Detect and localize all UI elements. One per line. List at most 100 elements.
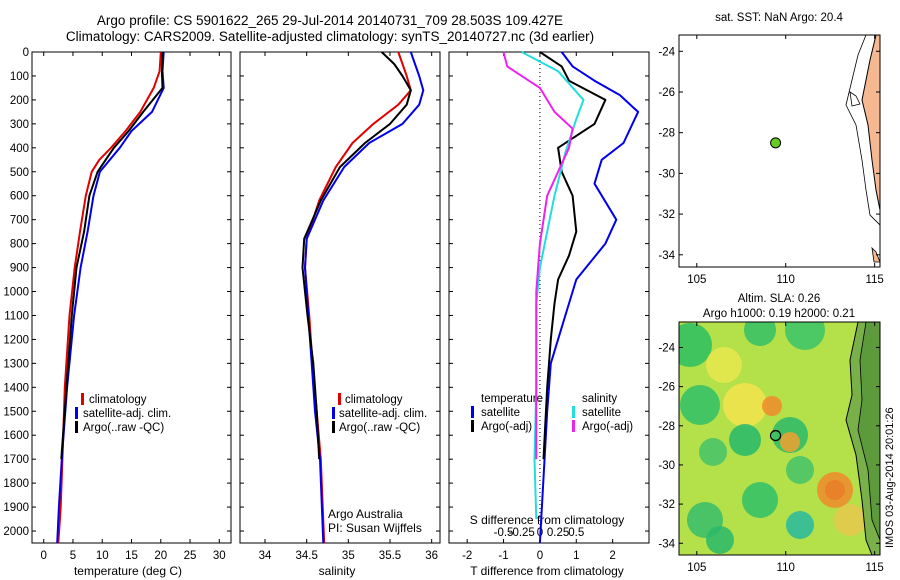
legend-swatch-s-satellite bbox=[572, 406, 575, 418]
x-tick-label: -2 bbox=[462, 550, 472, 562]
sla-anomaly-blob bbox=[679, 323, 712, 367]
legend-swatch-t-argo bbox=[471, 420, 474, 432]
y-tick-label: 1700 bbox=[3, 454, 29, 466]
sst-map-title: sat. SST: NaN Argo: 20.4 bbox=[715, 12, 843, 24]
legend-swatch-s-argo bbox=[572, 420, 575, 432]
map-frame bbox=[678, 321, 881, 556]
legend-swatch-argo bbox=[332, 421, 335, 433]
map-y-tick-label: -28 bbox=[658, 128, 675, 140]
map-y-tick-label: -30 bbox=[658, 168, 675, 180]
y-tick-label: 1400 bbox=[3, 382, 29, 394]
sla-anomaly-blob bbox=[786, 456, 814, 484]
sla-anomaly-blob bbox=[762, 396, 782, 416]
plot-panel-difference: -2 -1 0 1 2-0.5-0.25 0 0.250.5 bbox=[448, 51, 650, 562]
y-tick-label: 1200 bbox=[3, 334, 29, 346]
x-tick-label: 15 bbox=[125, 550, 138, 562]
x-tick-label: 34 bbox=[259, 550, 272, 562]
map-y-tick-label: -34 bbox=[658, 538, 675, 550]
sla-anomaly-blob bbox=[786, 511, 814, 539]
x-tick-label: 0 bbox=[41, 550, 47, 562]
map-x-tick-label: 105 bbox=[687, 274, 706, 286]
plot-frame bbox=[448, 51, 650, 544]
sla-anomaly-blob bbox=[723, 383, 767, 427]
y-tick-label: 1000 bbox=[3, 287, 29, 299]
x-tick-label: 20 bbox=[154, 550, 167, 562]
series-line-s-argo-adj- bbox=[502, 51, 574, 460]
x-tick-label: -1 bbox=[498, 550, 508, 562]
x-tick-label: 10 bbox=[96, 550, 109, 562]
map-y-tick-label: -24 bbox=[658, 46, 675, 58]
y-tick-label: 2000 bbox=[3, 526, 29, 538]
bathymetry-contour bbox=[845, 35, 880, 226]
legend-label: climatology bbox=[345, 394, 403, 406]
tdiff-xlabel: T difference from climatology bbox=[470, 564, 624, 578]
plot-frame bbox=[239, 51, 441, 544]
y-tick-label: 500 bbox=[10, 167, 29, 179]
sla-anomaly-blob bbox=[680, 385, 720, 425]
map-panels: 105 110 115 -24 -26 -28 -30 -32 -34 105 110 115 -24 -… bbox=[658, 34, 884, 574]
y-tick-label: 900 bbox=[10, 263, 29, 275]
map-inner bbox=[679, 35, 880, 267]
land-australia bbox=[861, 35, 880, 211]
map-x-tick-label: 110 bbox=[777, 274, 795, 286]
x-tick-label: 1 bbox=[573, 550, 579, 562]
map-x-tick-label: 115 bbox=[865, 562, 883, 574]
sla-map-title-line1: Altim. SLA: 0.26 bbox=[738, 293, 820, 305]
map-x-tick-label: 115 bbox=[865, 274, 883, 286]
series-line-t-argo-adj- bbox=[539, 51, 607, 460]
y-tick-label: 800 bbox=[10, 239, 29, 251]
y-tick-label: 100 bbox=[10, 71, 29, 83]
plot-panel-salinity: 34 34.5 35 35.5 36 bbox=[239, 51, 441, 562]
temperature-xlabel: temperature (deg C) bbox=[74, 564, 182, 578]
sla-anomaly-blob bbox=[706, 526, 734, 554]
map-x-tick-label: 105 bbox=[687, 562, 706, 574]
legend-heading-salinity: salinity bbox=[582, 393, 617, 405]
profile-plots: 0100200300400500600700800900100011001200… bbox=[3, 47, 650, 562]
legend-swatch-argo bbox=[75, 421, 78, 433]
y-tick-label: 700 bbox=[10, 215, 29, 227]
sla-anomaly-blob bbox=[744, 322, 776, 346]
map-panel-sla_map: 105 110 115 -24 -26 -28 -30 -32 -34 bbox=[658, 321, 884, 574]
sla-anomaly-blob bbox=[699, 438, 727, 466]
series-line-argo-raw-qc- bbox=[301, 51, 412, 460]
x-tick-label: 35.5 bbox=[379, 550, 401, 562]
map-y-tick-label: -30 bbox=[658, 460, 675, 472]
y-tick-label: 1600 bbox=[3, 430, 29, 442]
series-line-t-satellite bbox=[538, 51, 640, 544]
y-tick-label: 300 bbox=[10, 119, 29, 131]
map-y-tick-label: -28 bbox=[658, 421, 675, 433]
x-tick-label: 5 bbox=[70, 550, 76, 562]
shark-bay-outline bbox=[849, 91, 861, 107]
map-y-tick-label: -34 bbox=[658, 250, 675, 262]
map-panel-sst_map: 105 110 115 -24 -26 -28 -30 -32 -34 bbox=[658, 34, 884, 286]
legend-label: Argo(..raw -QC) bbox=[339, 422, 420, 434]
map-x-tick-label: 110 bbox=[777, 562, 795, 574]
map-frame bbox=[678, 34, 881, 268]
sla-anomaly-blob bbox=[706, 347, 742, 383]
map-y-tick-label: -32 bbox=[658, 499, 675, 511]
timestamp-stamp: IMOS 03-Aug-2014 20:01:26 bbox=[884, 407, 896, 548]
y-tick-label: 1500 bbox=[3, 406, 29, 418]
argo-location-marker bbox=[769, 429, 782, 442]
legend-swatch-climatology bbox=[338, 393, 341, 405]
y-tick-label: 0 bbox=[23, 47, 29, 59]
sdiff-xlabel: S difference from climatology bbox=[470, 513, 625, 527]
salinity-xlabel: salinity bbox=[319, 564, 356, 578]
y-tick-label: 200 bbox=[10, 95, 29, 107]
s-tick-label: -0.5 bbox=[494, 527, 514, 539]
y-tick-label: 1300 bbox=[3, 358, 29, 370]
x-tick-label: 0 bbox=[537, 550, 543, 562]
legend-swatch-satellite bbox=[75, 407, 78, 419]
map-y-tick-label: -26 bbox=[658, 87, 675, 99]
legend-label: satellite bbox=[481, 407, 520, 419]
temperature-legend: climatology satellite-adj. clim. Argo(..… bbox=[75, 393, 171, 434]
figure-title-line1: Argo profile: CS 5901622_265 29-Jul-2014… bbox=[96, 13, 564, 28]
map-y-tick-label: -26 bbox=[658, 382, 675, 394]
salinity-annotation-1: Argo Australia bbox=[328, 507, 403, 521]
sla-anomaly-blob bbox=[780, 432, 800, 452]
x-tick-label: 35 bbox=[342, 550, 355, 562]
legend-label: satellite bbox=[582, 407, 621, 419]
legend-swatch-satellite bbox=[332, 407, 335, 419]
sla-map-title-line2: Argo h1000: 0.19 h2000: 0.21 bbox=[703, 308, 855, 320]
